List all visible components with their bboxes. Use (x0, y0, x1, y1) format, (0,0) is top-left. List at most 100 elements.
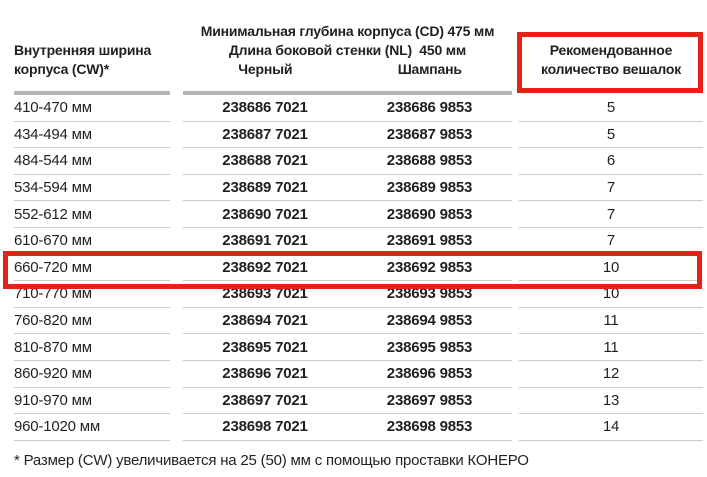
table-row: 910-970 мм 238697 7021 238697 9853 13 (0, 388, 707, 415)
cell-hanger-count: 12 (519, 361, 703, 388)
cell-cw-range: 760-820 мм (14, 308, 170, 335)
cell-code-black: 238694 7021 (183, 308, 347, 335)
cell-hanger-count: 13 (519, 388, 703, 415)
column-header-hangers-line1: Рекомендованное (549, 42, 673, 58)
cell-code-black: 238696 7021 (183, 361, 347, 388)
column-gap (170, 255, 183, 282)
group-header-depth: Минимальная глубина корпуса (CD) 475 мм (200, 23, 495, 39)
cell-code-champagne: 238693 9853 (347, 281, 512, 308)
table-row: 960-1020 мм 238698 7021 238698 9853 14 (0, 414, 707, 441)
column-header-champagne: Шампань (397, 61, 462, 77)
column-header-black: Черный (238, 61, 293, 77)
cell-code-black: 238687 7021 (183, 122, 347, 149)
cell-cw-range: 552-612 мм (14, 201, 170, 228)
cell-code-champagne: 238688 9853 (347, 148, 512, 175)
column-gap (512, 255, 519, 282)
cell-code-champagne: 238692 9853 (347, 255, 512, 282)
table-rows: 410-470 мм 238686 7021 238686 9853 5 434… (0, 95, 707, 441)
column-gap (170, 122, 183, 149)
column-header-cw-line1: Внутренняя ширина (14, 42, 152, 58)
column-gap (512, 228, 519, 255)
cell-code-champagne: 238690 9853 (347, 201, 512, 228)
cell-code-black: 238697 7021 (183, 388, 347, 415)
cell-cw-range: 810-870 мм (14, 334, 170, 361)
cell-code-champagne: 238697 9853 (347, 388, 512, 415)
table-row: 410-470 мм 238686 7021 238686 9853 5 (0, 95, 707, 122)
column-gap (170, 228, 183, 255)
cell-hanger-count: 6 (519, 148, 703, 175)
subcolumn-headers: Черный Шампань (183, 60, 512, 79)
footnote: * Размер (CW) увеличивается на 25 (50) м… (14, 452, 529, 469)
column-gap (512, 281, 519, 308)
column-gap (170, 175, 183, 202)
column-gap (512, 388, 519, 415)
table-row: 610-670 мм 238691 7021 238691 9853 7 (0, 228, 707, 255)
cell-cw-range: 710-770 мм (14, 281, 170, 308)
cell-cw-range: 534-594 мм (14, 175, 170, 202)
cell-code-champagne: 238696 9853 (347, 361, 512, 388)
table-row: 710-770 мм 238693 7021 238693 9853 10 (0, 281, 707, 308)
cell-cw-range: 434-494 мм (14, 122, 170, 149)
cell-code-black: 238691 7021 (183, 228, 347, 255)
cell-hanger-count: 14 (519, 414, 703, 441)
column-gap (512, 334, 519, 361)
cell-cw-range: 660-720 мм (14, 255, 170, 282)
cell-code-black: 238698 7021 (183, 414, 347, 441)
column-gap (170, 361, 183, 388)
table-row: 760-820 мм 238694 7021 238694 9853 11 (0, 308, 707, 335)
column-gap (512, 201, 519, 228)
column-gap (170, 334, 183, 361)
cell-code-champagne: 238695 9853 (347, 334, 512, 361)
cell-code-black: 238693 7021 (183, 281, 347, 308)
table-row: 534-594 мм 238689 7021 238689 9853 7 (0, 175, 707, 202)
cell-code-black: 238690 7021 (183, 201, 347, 228)
table-row: 484-544 мм 238688 7021 238688 9853 6 (0, 148, 707, 175)
column-gap (512, 414, 519, 441)
cell-code-champagne: 238694 9853 (347, 308, 512, 335)
column-gap (170, 148, 183, 175)
group-header-codes: Минимальная глубина корпуса (CD) 475 мм … (183, 22, 512, 79)
cell-hanger-count: 7 (519, 175, 703, 202)
cell-code-champagne: 238686 9853 (347, 95, 512, 122)
cell-code-champagne: 238698 9853 (347, 414, 512, 441)
cell-hanger-count: 5 (519, 95, 703, 122)
table-row: 860-920 мм 238696 7021 238696 9853 12 (0, 361, 707, 388)
group-header-side-length: Длина боковой стенки (NL) 450 мм (228, 42, 467, 58)
table-row: 810-870 мм 238695 7021 238695 9853 11 (0, 334, 707, 361)
cell-hanger-count: 10 (519, 255, 703, 282)
column-header-hangers-line2: количество вешалок (540, 61, 682, 77)
cell-code-champagne: 238687 9853 (347, 122, 512, 149)
column-gap (170, 201, 183, 228)
cell-code-black: 238695 7021 (183, 334, 347, 361)
cell-cw-range: 860-920 мм (14, 361, 170, 388)
cell-hanger-count: 7 (519, 228, 703, 255)
column-gap (170, 281, 183, 308)
column-gap (512, 122, 519, 149)
cell-hanger-count: 10 (519, 281, 703, 308)
column-gap (170, 95, 183, 122)
cell-hanger-count: 11 (519, 308, 703, 335)
cell-hanger-count: 11 (519, 334, 703, 361)
table-row: 434-494 мм 238687 7021 238687 9853 5 (0, 122, 707, 149)
column-header-cw-line2: корпуса (CW)* (14, 61, 109, 77)
cell-hanger-count: 5 (519, 122, 703, 149)
cell-code-black: 238688 7021 (183, 148, 347, 175)
cell-cw-range: 910-970 мм (14, 388, 170, 415)
cell-hanger-count: 7 (519, 201, 703, 228)
cell-cw-range: 610-670 мм (14, 228, 170, 255)
column-gap (170, 308, 183, 335)
table-row: 660-720 мм 238692 7021 238692 9853 10 (0, 255, 707, 282)
column-header-cw: Внутренняя ширина корпуса (CW)* (14, 41, 174, 79)
column-gap (170, 414, 183, 441)
cell-cw-range: 410-470 мм (14, 95, 170, 122)
cell-code-black: 238689 7021 (183, 175, 347, 202)
column-gap (512, 148, 519, 175)
column-gap (512, 95, 519, 122)
column-gap (512, 308, 519, 335)
table-row: 552-612 мм 238690 7021 238690 9853 7 (0, 201, 707, 228)
cell-code-black: 238686 7021 (183, 95, 347, 122)
header-divider-col1 (14, 91, 170, 95)
header-divider-code-columns (183, 91, 512, 95)
column-header-hangers: Рекомендованное количество вешалок (519, 41, 703, 79)
